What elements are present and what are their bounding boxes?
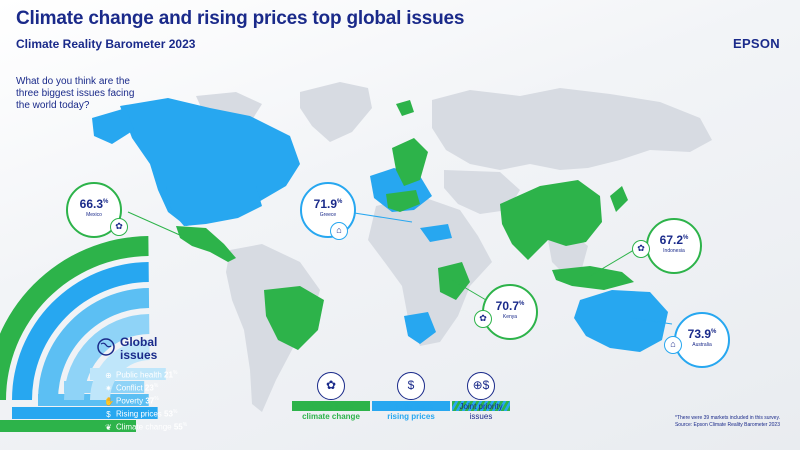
globe-leaf-icon: ✿	[110, 218, 128, 236]
callout-country: Indonesia	[663, 248, 685, 254]
leader-kenya	[451, 279, 487, 301]
issue-arc	[12, 262, 149, 400]
map-land-brazil	[264, 286, 324, 350]
legend-label: Joint priority issues	[459, 402, 503, 421]
brand-logo: EPSON	[732, 36, 780, 51]
callout-country: Greece	[319, 212, 337, 218]
map-land-india-china	[500, 180, 602, 260]
map-land-central-europe	[386, 190, 420, 212]
callout-australia: 73.9% Australia	[674, 312, 730, 368]
issue-band	[0, 420, 136, 432]
issue-poverty: ✋ Poverty 37%	[104, 396, 159, 406]
issue-conflict: ✷ Conflict 23%	[105, 383, 159, 393]
leader-australia	[631, 317, 673, 325]
price-icon: $	[106, 409, 111, 419]
callout-country: Mexico	[86, 212, 102, 218]
globe-price-icon: ⊕$	[467, 372, 495, 400]
map-land-usa-detail	[166, 186, 262, 226]
globe-leaf-icon: ✿	[474, 310, 492, 328]
legend-bar-joint	[452, 401, 510, 411]
map-land-mexico	[176, 226, 236, 262]
survey-question: What do you think are the three biggest …	[16, 76, 135, 111]
footnote: *There were 39 markets included in this …	[674, 415, 780, 428]
callout-value: 66.3%	[79, 197, 109, 211]
issue-band	[12, 407, 158, 419]
legend-prices: $ Priority issue rising prices	[372, 372, 450, 422]
house-icon: ⌂	[664, 336, 682, 354]
leader-mexico	[127, 211, 183, 237]
globe-icon	[97, 338, 115, 356]
legend-label: Priority issue rising prices	[387, 402, 435, 421]
issue-band	[90, 368, 166, 380]
map-land-alaska	[92, 108, 134, 144]
global-issues-arcs	[0, 236, 166, 432]
issue-arc	[64, 314, 150, 400]
issue-public-health: ⊕ Public health 21%	[105, 370, 178, 380]
legend-joint: ⊕$ Joint priority issues	[442, 372, 520, 422]
price-icon: $	[397, 372, 425, 400]
page-subtitle: Climate Reality Barometer 2023	[16, 37, 196, 51]
map-land-indonesia	[552, 266, 634, 290]
legend-label: Priority issue climate change	[302, 402, 360, 421]
globe-leaf-icon: ✿	[632, 240, 650, 258]
map-land-russia	[432, 88, 712, 170]
page-title: Climate change and rising prices top glo…	[16, 8, 465, 29]
callout-value: 73.9%	[687, 327, 717, 341]
globe-health-icon: ⊕	[105, 370, 112, 380]
map-land-greenland-islet	[396, 100, 414, 116]
conflict-icon: ✷	[105, 383, 112, 393]
issue-rising-prices: $ Rising prices 53%	[104, 409, 177, 419]
callout-country: Australia	[692, 342, 712, 348]
callout-value: 71.9%	[313, 197, 343, 211]
leader-greece	[347, 211, 413, 223]
issue-arc	[38, 288, 150, 400]
global-issues-heading: Global issues	[120, 335, 158, 362]
leaf-icon: ❦	[105, 422, 112, 432]
map-land-australia	[574, 290, 668, 352]
legend-bar-climate	[292, 401, 370, 411]
issue-climate-change: ❦ Climate change 55%	[105, 422, 188, 432]
map-land-southern-africa	[404, 312, 436, 344]
callout-kenya: 70.7% Kenya	[482, 284, 538, 340]
callout-greece: 71.9% Greece	[300, 182, 356, 238]
map-land-middle-asia-grey	[444, 170, 520, 214]
map-land-japan	[610, 186, 628, 212]
legend-climate: ✿ Priority issue climate change	[292, 372, 370, 422]
map-land-scandinavia	[392, 138, 428, 186]
callout-value: 70.7%	[495, 299, 525, 313]
map-land-africa-grey	[368, 196, 492, 346]
legend-bar-prices	[372, 401, 450, 411]
house-icon: ⌂	[330, 222, 348, 240]
map-land-greenland	[300, 82, 372, 142]
issue-arc	[0, 236, 149, 400]
callout-value: 67.2%	[659, 233, 689, 247]
map-land-turkey-region	[420, 224, 452, 242]
callout-country: Kenya	[502, 314, 518, 320]
hand-icon: ✋	[104, 396, 114, 406]
callout-indonesia: 67.2% Indonesia	[646, 218, 702, 274]
globe-leaf-icon: ✿	[317, 372, 345, 400]
